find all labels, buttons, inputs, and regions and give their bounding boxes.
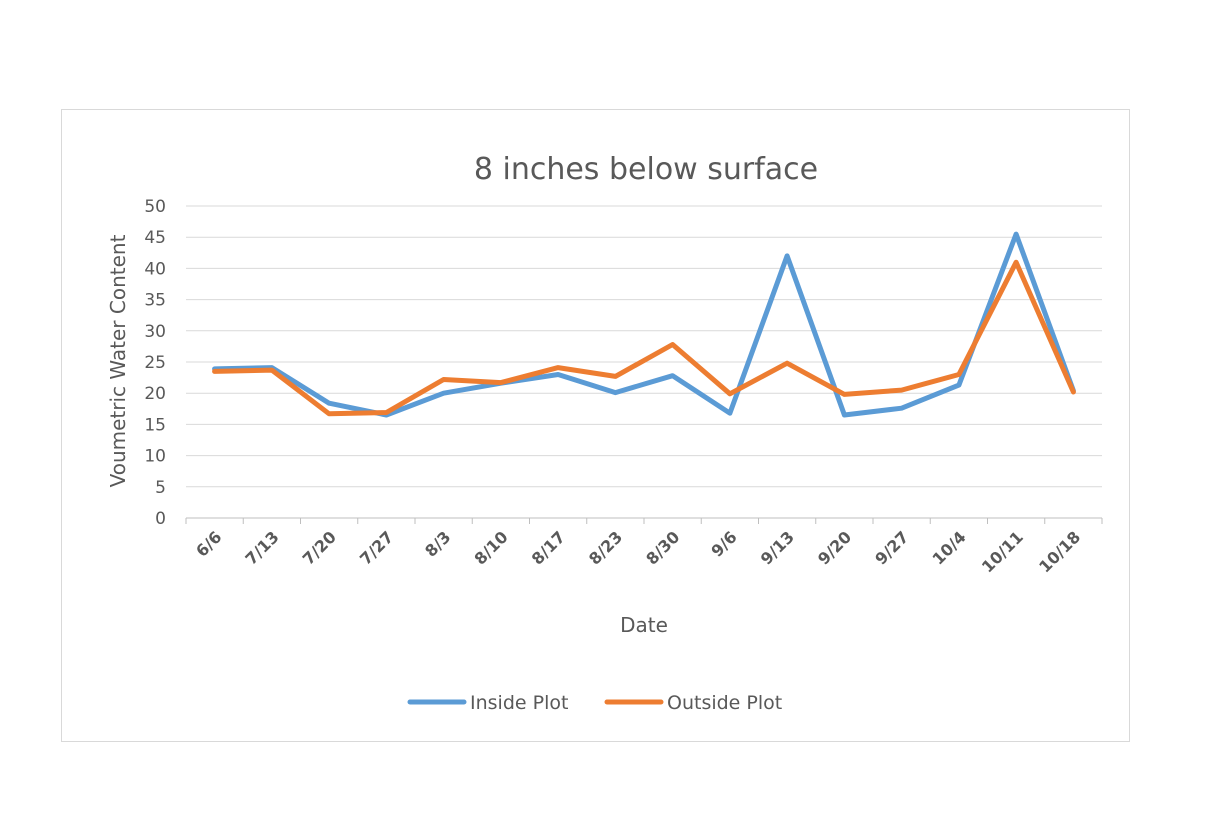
x-tick-label: 10/18 <box>1035 527 1084 576</box>
x-tick-label: 8/3 <box>421 527 454 560</box>
gridlines <box>186 205 1102 488</box>
y-tick-label: 35 <box>144 291 166 311</box>
y-tick-label: 10 <box>144 447 166 467</box>
x-axis: 6/6 7/13 7/20 7/27 8/3 8/10 8/17 8/23 8/30 9/6 9/1… <box>185 517 1103 576</box>
x-tick-label: 7/27 <box>356 527 397 568</box>
y-tick-label: 25 <box>144 353 166 373</box>
x-tick-label: 7/13 <box>242 527 283 568</box>
x-tick-label: 9/6 <box>707 527 740 560</box>
y-tick-label: 40 <box>144 259 166 279</box>
legend: Inside Plot Outside Plot <box>407 692 782 714</box>
x-tick-label: 6/6 <box>192 527 225 560</box>
x-tick-label: 7/20 <box>299 527 340 568</box>
y-tick-label: 20 <box>144 384 166 404</box>
y-tick-label: 0 <box>155 509 166 529</box>
y-tick-label: 45 <box>144 228 166 248</box>
x-tick-label: 9/20 <box>814 527 855 568</box>
line-chart: 8 inches below surface 0 5 10 15 20 25 30 35 40 4… <box>106 152 1103 714</box>
series-line-0 <box>212 231 1076 418</box>
x-axis-title: Date <box>620 613 668 637</box>
chart-area: 8 inches below surface 0 5 10 15 20 25 30 35 40 4… <box>61 109 1130 742</box>
x-tick-label: 10/11 <box>978 527 1027 576</box>
series-lines <box>212 231 1076 418</box>
y-axis-title: Voumetric Water Content <box>106 234 130 487</box>
legend-label: Inside Plot <box>470 692 568 714</box>
y-axis-ticks: 0 5 10 15 20 25 30 35 40 45 50 <box>144 197 166 529</box>
x-tick-label: 8/30 <box>642 527 683 568</box>
chart-title: 8 inches below surface <box>474 152 818 187</box>
y-tick-label: 15 <box>144 415 166 435</box>
y-tick-label: 5 <box>155 478 166 498</box>
x-tick-label: 10/4 <box>929 527 970 568</box>
x-tick-label: 8/10 <box>471 527 512 568</box>
x-tick-label: 8/23 <box>585 527 626 568</box>
legend-label: Outside Plot <box>667 692 782 714</box>
x-tick-label: 8/17 <box>528 527 569 568</box>
y-tick-label: 30 <box>144 322 166 342</box>
y-tick-label: 50 <box>144 197 166 217</box>
x-tick-label: 9/13 <box>757 527 798 568</box>
x-tick-label: 9/27 <box>871 527 912 568</box>
series-line-1 <box>212 259 1076 417</box>
